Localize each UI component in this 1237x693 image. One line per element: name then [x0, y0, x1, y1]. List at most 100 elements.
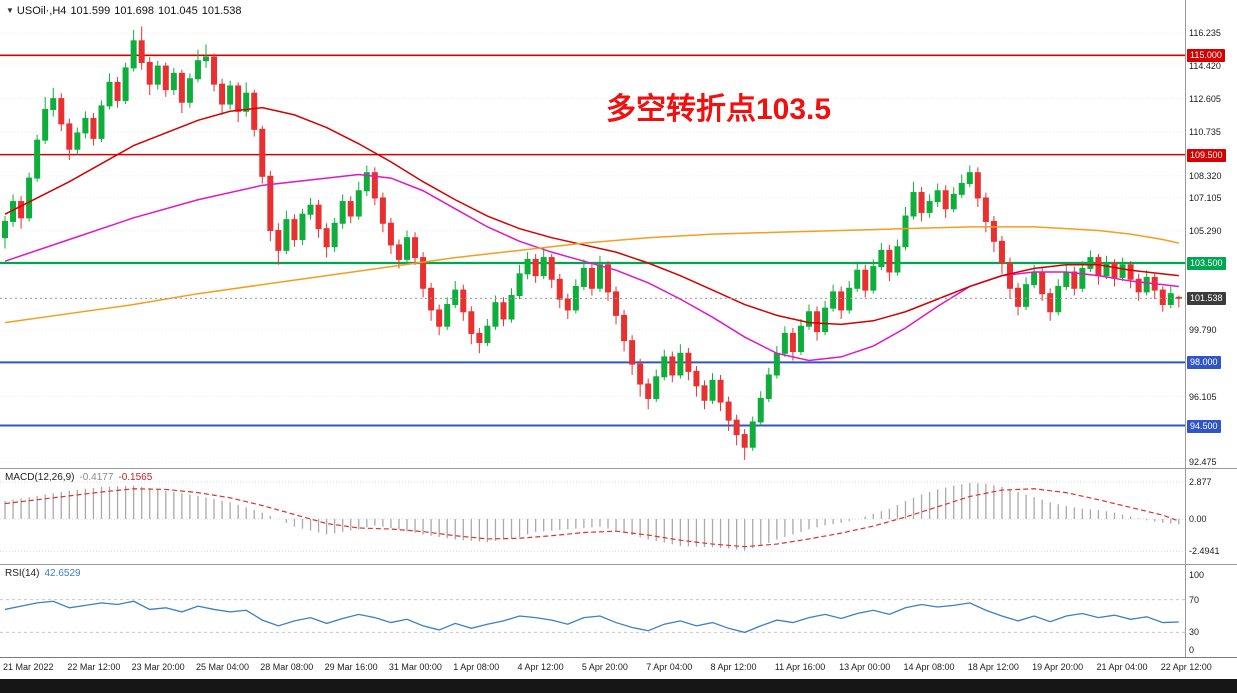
macd-axis[interactable]: 2.877 0.00 -2.4941 [1185, 469, 1237, 564]
candle-body [315, 204, 322, 230]
candle-body [950, 193, 957, 210]
candle-body [806, 311, 812, 327]
candle-body [749, 421, 756, 448]
candle-body [1119, 264, 1126, 278]
time-axis[interactable]: 21 Mar 2022 22 Mar 12:00 23 Mar 20:00 25 Ma… [0, 658, 1237, 679]
candle-body [162, 65, 169, 91]
price-panel: 116.235 114.420 112.605 110.735 108.320 107.1… [0, 0, 1237, 469]
time-label: 13 Apr 00:00 [839, 662, 891, 672]
candle-body [1079, 267, 1086, 289]
axis-badge-label: 115.000 [1187, 49, 1225, 63]
axis-label: 0 [1189, 645, 1195, 655]
candle-body [34, 139, 41, 179]
candle-body [90, 117, 97, 139]
candle-body [122, 67, 129, 101]
candle-body [717, 379, 724, 403]
candle-body [299, 213, 306, 241]
candle-body [235, 85, 242, 112]
candle-body [138, 40, 145, 63]
symbol-name: USOil·,H4 [16, 5, 67, 17]
rsi-axis[interactable]: 100 70 30 0 [1185, 565, 1237, 657]
candle-body [323, 228, 330, 248]
candle-body [460, 289, 467, 313]
candle-body [436, 309, 443, 327]
chart-annotation-text: 多空转折点103.5 [606, 93, 832, 126]
macd-canvas[interactable] [0, 469, 1185, 564]
candle-body [42, 108, 49, 141]
rsi-canvas[interactable] [0, 565, 1185, 657]
axis-label: 100 [1189, 570, 1205, 580]
candle-body [1143, 276, 1150, 293]
candle-body [685, 352, 692, 372]
candle-body [974, 172, 981, 199]
axis-label: 116.235 [1189, 27, 1221, 38]
time-label: 18 Apr 12:00 [967, 662, 1019, 672]
axis-label: 70 [1189, 594, 1200, 605]
candle-body [926, 201, 933, 213]
candle-body [1039, 271, 1046, 295]
axis-label: 105.290 [1189, 225, 1222, 236]
symbol-quote-line: ▼ USOil·,H4 101.599 101.698 101.045 101.538 [6, 5, 246, 17]
candle-body [66, 123, 73, 150]
candle-body [789, 332, 796, 352]
candle-body [492, 302, 499, 327]
candle-body [146, 61, 153, 85]
candle-body [854, 269, 861, 289]
candle-body [1159, 289, 1166, 306]
candle-body [1031, 271, 1038, 286]
candle-body [621, 314, 628, 342]
rsi-label-row: RSI(14) 42.6529 [5, 568, 86, 579]
candle-body [1015, 287, 1022, 307]
candle-body [814, 311, 821, 333]
macd-panel: 2.877 0.00 -2.4941 MACD(12,26,9) -0.4177 -0.… [0, 469, 1237, 565]
quick-trade-arrow-icon[interactable]: ▼ [6, 6, 14, 15]
candle-body [548, 257, 555, 280]
candle-body [862, 269, 869, 291]
rsi-value: 42.6529 [44, 568, 81, 579]
candle-body [741, 434, 748, 448]
candle-body [990, 220, 997, 242]
candle-body [838, 291, 845, 311]
candle-body [468, 311, 475, 334]
candle-body [677, 352, 684, 376]
rsi-label: RSI(14) [5, 568, 40, 579]
ma-slow-orange [4, 226, 1180, 324]
candle-body [1087, 257, 1094, 269]
time-label: 25 Mar 04:00 [195, 662, 249, 672]
candle-body [355, 190, 362, 217]
candle-body [709, 379, 716, 401]
candle-body [516, 273, 523, 297]
axis-label: 99.790 [1189, 325, 1217, 335]
candle-body [339, 201, 346, 224]
candle-body [18, 201, 25, 219]
candle-body [106, 81, 113, 107]
candle-body [307, 204, 314, 215]
candle-body [822, 307, 829, 333]
candle-body [2, 220, 8, 239]
candle-body [902, 215, 909, 248]
candle-body [267, 175, 274, 231]
price-axis[interactable]: 116.235 114.420 112.605 110.735 108.320 107.1… [1185, 0, 1237, 468]
rsi-panel: 100 70 30 0 RSI(14) 42.6529 [0, 565, 1237, 658]
candle-body [251, 92, 258, 130]
candle-body [605, 264, 611, 293]
macd-signal-line [4, 488, 1180, 548]
ma-mid-red [4, 106, 1179, 326]
candle-body [998, 240, 1005, 264]
price-chart-canvas[interactable] [0, 0, 1185, 468]
time-label: 19 Apr 20:00 [1032, 662, 1084, 672]
candle-body [227, 85, 234, 105]
candle-body [588, 267, 595, 289]
candle-body [886, 249, 893, 273]
candle-body [918, 192, 925, 213]
candle-body [211, 56, 218, 85]
time-label: 11 Apr 16:00 [774, 662, 826, 672]
time-label: 23 Mar 20:00 [131, 662, 185, 672]
candle-body [846, 287, 853, 311]
candle-body [452, 289, 459, 306]
candle-body [219, 83, 226, 105]
candle-body [982, 197, 989, 222]
time-label: 7 Apr 04:00 [646, 662, 693, 672]
candle-body [508, 295, 515, 320]
axis-label: 96.105 [1189, 391, 1217, 402]
